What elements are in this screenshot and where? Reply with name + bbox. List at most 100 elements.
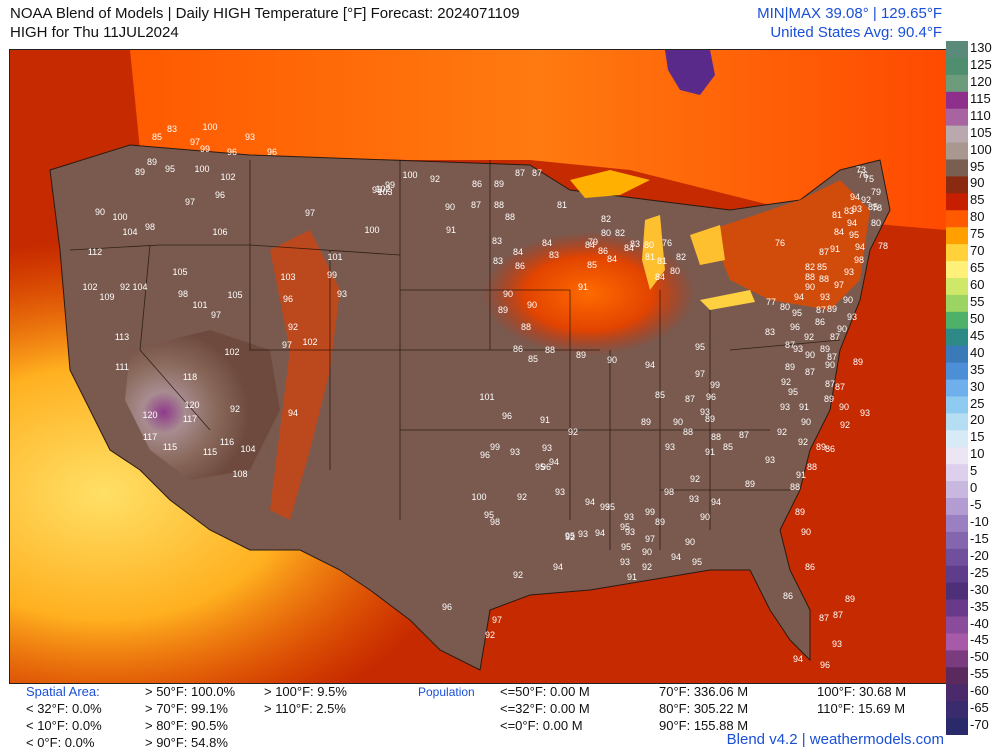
station-temperature-label: 101 [327,252,342,262]
station-temperature-label: 80 [644,240,654,250]
station-temperature-label: 90 [843,295,853,305]
station-temperature-label: 92 [804,332,814,342]
station-temperature-label: 90 [685,537,695,547]
population-stat: 110°F: 15.69 M [817,701,906,716]
colorbar-swatch [946,125,968,144]
station-temperature-label: 92 [568,427,578,437]
colorbar-tick-label: 60 [970,277,985,292]
colorbar-tick-label: 80 [970,209,985,225]
station-temperature-label: 81 [657,256,667,266]
colorbar-tick-label: -5 [970,497,982,512]
station-temperature-label: 97 [282,340,292,350]
station-temperature-label: 85 [587,260,597,270]
station-temperature-label: 87 [825,379,835,389]
temperature-map[interactable]: 100 93 97 99 96 96 83 85 89 95 89 100 102 97 96 90 100 10… [9,49,947,684]
station-temperature-label: 83 [630,239,640,249]
station-temperature-label: 97 [645,534,655,544]
station-temperature-label: 102 [302,337,317,347]
station-temperature-label: 93 [780,402,790,412]
station-temperature-label: 97 [305,208,315,218]
station-temperature-label: 94 [585,497,595,507]
station-temperature-label: 100 [402,170,417,180]
station-temperature-label: 92 [798,437,808,447]
colorbar-tick-label: 85 [970,192,985,208]
station-temperature-label: 86 [783,591,793,601]
station-temperature-label: 85 [655,390,665,400]
station-temperature-label: 92 [430,174,440,184]
colorbar-tick-label: 10 [970,446,985,462]
colorbar-labels: 130 125 120 115 110 105 100 95 90 85 80 75 70 65 60 55 5… [970,41,1000,735]
lake-erie [700,290,755,310]
station-temperature-label: 100 [112,212,127,222]
station-temperature-label: 98 [490,517,500,527]
station-temperature-label: 83 [492,236,502,246]
station-temperature-label: 90 [801,527,811,537]
station-temperature-label: 92 [485,630,495,640]
station-temperature-label: 92 [777,427,787,437]
station-temperature-label: 83 [844,206,854,216]
station-temperature-label: 106 [212,227,227,237]
station-temperature-label: 120 [184,400,199,410]
colorbar-swatch [946,667,968,685]
station-temperature-label: 80 [601,228,611,238]
canada-field [130,50,946,230]
station-temperature-label: 89 [785,362,795,372]
station-temperature-label: 92 [690,474,700,484]
desert-southwest-heat [125,330,280,480]
station-temperature-label: 109 [99,292,114,302]
station-temperature-label: 89 [816,442,826,452]
station-temperature-label: 94 [711,497,721,507]
colorbar-swatch [946,548,968,567]
colorbar-tick-label: 130 [970,40,992,55]
station-temperature-label: 115 [163,442,177,452]
station-temperature-label: 92 [517,492,527,502]
colorbar-tick-label: 30 [970,378,985,394]
colorbar-tick-label: 15 [970,429,985,445]
station-temperature-label: 86 [598,246,608,256]
station-temperature-label: 96 [820,660,830,670]
station-temperature-label: 81 [645,252,655,262]
station-temperature-label: 87 [532,168,542,178]
station-temperature-label: 78 [878,241,888,251]
spatial-area-label: Spatial Area: [26,684,100,699]
colorbar-swatch [946,514,968,533]
station-temperature-label: 88 [521,322,531,332]
station-temperature-label: 100 [194,164,209,174]
station-temperature-label: 91 [446,225,456,235]
station-temperature-label: 90 [839,402,849,412]
lake-michigan [642,215,665,290]
colorbar-tick-label: 20 [970,412,985,428]
station-temperature-label: 84 [513,247,523,257]
colorbar-swatch [946,413,968,431]
station-temperature-label: 100 [364,225,379,235]
station-temperature-label: 104 [122,227,137,237]
station-temperature-label: 86 [515,261,525,271]
colorbar-swatch [946,701,968,719]
colorbar-tick-label: 35 [970,361,985,377]
station-temperature-label: 90 [527,300,537,310]
station-temperature-label: 87 [471,200,481,210]
station-temperature-label: 97 [190,137,200,147]
lake-superior [570,170,650,198]
station-temperature-label: 103 [377,187,392,197]
station-temperature-label: 102 [82,282,97,292]
spatial-stat: > 110°F: 2.5% [264,701,346,716]
station-temperature-label: 89 [576,350,586,360]
colorbar-swatches [946,41,968,736]
station-temperature-label: 78 [872,203,882,213]
station-temperature-label: 94 [850,192,860,202]
station-temperature-label: 82 [805,262,815,272]
colorbar-swatch [946,633,968,651]
spatial-stat: > 90°F: 54.8% [145,735,228,750]
colorbar-swatch [946,261,968,279]
station-temperature-label: 96 [502,411,512,421]
colorbar-swatch [946,41,968,59]
station-temperature-label: 96 [267,147,277,157]
station-temperature-label: 87 [739,430,749,440]
station-temperature-label: 92 [840,420,850,430]
credit-text[interactable]: Blend v4.2 | weathermodels.com [726,731,944,748]
station-temperature-label: 93 [860,408,870,418]
colorbar-swatch [946,311,968,330]
title-line-1: NOAA Blend of Models | Daily HIGH Temper… [10,5,520,22]
colorbar-swatch [946,430,968,448]
